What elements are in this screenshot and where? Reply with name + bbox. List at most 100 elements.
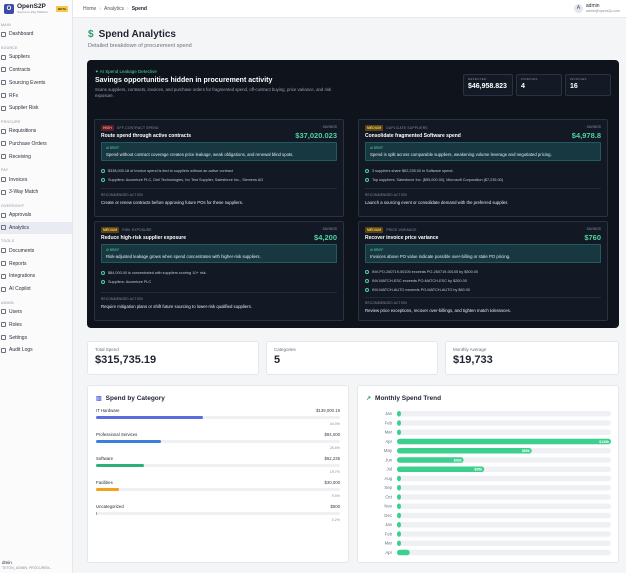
kpi-total-spend: Total Spend $315,735.19 <box>87 341 259 375</box>
sidebar-item-suppliers[interactable]: Suppliers <box>0 51 72 64</box>
brand-subtitle: Source-to-Pay Platform <box>17 10 49 15</box>
sidebar-item-requisitions[interactable]: Requisitions <box>0 125 72 138</box>
finding-bullet: INV-PO-260719-00105 exceeds PO-260719-00… <box>365 267 601 276</box>
brand[interactable]: O OpenS2P Source-to-Pay Platform BETA <box>0 0 72 18</box>
sidebar-item-analytics[interactable]: Analytics <box>0 221 72 235</box>
category-bar-fill <box>96 416 204 419</box>
check-circle-icon <box>101 177 105 182</box>
sidebar-user[interactable]: dmin TETON_ADMIN, PROCUREM... <box>0 560 73 570</box>
action-label: RECOMMENDED ACTION <box>365 193 408 197</box>
sidebar-item-documents[interactable]: Documents <box>0 244 72 257</box>
sidebar-item-label: Purchase Orders <box>9 140 47 147</box>
ai-copilot-icon <box>1 286 6 292</box>
analytics-icon <box>1 225 6 231</box>
audit-logs-icon <box>1 347 6 353</box>
finding-category: RISK EXPOSURE <box>122 228 152 232</box>
month-bar <box>397 457 464 463</box>
month-tick-label: Jul <box>387 467 393 472</box>
finding-card-duplicate-suppliers[interactable]: MEDIUM DUPLICATE SUPPLIERS Consolidate fr… <box>358 119 608 217</box>
month-bar <box>397 420 401 426</box>
sidebar-item-contracts[interactable]: Contracts <box>0 64 72 77</box>
month-tick-label: Apr <box>385 550 392 555</box>
sidebar-item-label: Requisitions <box>9 128 37 135</box>
sidebar-item-supplier-risk[interactable]: Supplier Risk <box>0 102 72 115</box>
sidebar-item-label: Analytics <box>9 224 30 231</box>
sidebar-item-invoices[interactable]: Invoices <box>0 173 72 186</box>
finding-card-risk-exposure[interactable]: MEDIUM RISK EXPOSURE Reduce high-risk sup… <box>94 221 344 321</box>
sidebar-item-label: Approvals <box>9 212 32 219</box>
stat-value: 4 <box>521 83 525 90</box>
ai-brief-label: AI BRIEF <box>106 146 120 150</box>
bar-track <box>397 503 611 509</box>
breadcrumb-home[interactable]: Home <box>83 5 97 12</box>
sidebar-item-receiving[interactable]: Receiving <box>0 150 72 163</box>
stat-label: INVOICES <box>570 77 587 81</box>
sourcing-events-icon <box>1 80 6 86</box>
panel-title: ▥ Spend by Category <box>96 395 165 402</box>
sidebar-item-approvals[interactable]: Approvals <box>0 209 72 222</box>
sidebar-item-settings[interactable]: Settings <box>0 331 72 344</box>
finding-title: Route spend through active contracts <box>101 133 192 139</box>
sidebar-item-ai-copilot[interactable]: AI Copilot <box>0 283 72 296</box>
category-percent: 0.2% <box>331 518 340 522</box>
severity-badge: MEDIUM <box>365 125 384 131</box>
sidebar-item-3-way-match[interactable]: 3-Way Match <box>0 186 72 199</box>
category-bar-fill <box>96 464 145 467</box>
user-name: admin <box>585 3 600 9</box>
category-bar-fill <box>96 440 161 443</box>
stat-findings: FINDINGS 4 <box>516 74 562 96</box>
bar-value-label: $135k <box>599 440 609 444</box>
user-email: admin@opens2p.com <box>585 9 620 13</box>
stat-value: $46,958.823 <box>468 83 507 90</box>
nav-section-label: MAIN <box>1 23 11 27</box>
category-bar-track <box>96 440 340 443</box>
detective-description: Scans suppliers, contracts, invoices, an… <box>95 87 332 99</box>
bar-track <box>397 522 611 528</box>
ai-brief-label: AI BRIEF <box>370 146 384 150</box>
sidebar-item-roles[interactable]: Roles <box>0 318 72 331</box>
bar-track <box>397 475 611 482</box>
sidebar-item-rfx[interactable]: RFx <box>0 89 72 102</box>
nav-section-label: ADMIN <box>1 300 14 305</box>
dollar-icon: $ <box>88 29 94 40</box>
month-tick-label: Oct <box>385 494 392 499</box>
ai-brief-label: AI BRIEF <box>106 248 120 252</box>
sidebar-item-dashboard[interactable]: Dashboard <box>0 28 72 41</box>
category-amount: $500 <box>330 504 340 509</box>
sidebar-item-purchase-orders[interactable]: Purchase Orders <box>0 138 72 151</box>
ai-brief-text: Risk-adjusted leakage grows when spend c… <box>106 254 261 259</box>
stat-detected: DETECTED $46,958.823 <box>463 74 513 96</box>
month-tick-label: Jan <box>385 522 393 527</box>
sidebar-item-audit-logs[interactable]: Audit Logs <box>0 344 72 357</box>
bar-track <box>397 429 611 435</box>
sidebar-item-integrations[interactable]: Integrations <box>0 270 72 283</box>
sidebar-item-sourcing-events[interactable]: Sourcing Events <box>0 76 72 89</box>
sidebar-item-reports[interactable]: Reports <box>0 257 72 270</box>
finding-card-price-variance[interactable]: MEDIUM PRICE VARIANCE Recover invoice pri… <box>358 221 608 321</box>
suppliers-icon <box>1 54 6 60</box>
kpi-categories: Categories 5 <box>266 341 438 375</box>
sidebar-item-users[interactable]: Users <box>0 306 72 319</box>
month-bar <box>397 475 401 482</box>
dashboard-icon <box>1 31 6 37</box>
sidebar-nav: MAIN Dashboard SOURCE Suppliers Contracts Sou… <box>0 23 72 357</box>
divider <box>101 188 337 189</box>
stat-invoices: INVOICES 16 <box>565 74 611 96</box>
check-circle-icon <box>365 269 369 274</box>
finding-card-off-contract[interactable]: HIGH OFF-CONTRACT SPEND Route spend throu… <box>94 119 344 217</box>
users-icon <box>1 309 6 315</box>
month-tick-label: Dec <box>384 513 392 518</box>
month-tick-label: Apr <box>385 439 392 444</box>
user-menu[interactable]: A admin admin@opens2p.com <box>573 3 620 13</box>
ai-brief: AI BRIEF Risk-adjusted leakage grows whe… <box>101 244 337 263</box>
month-bar <box>397 429 401 435</box>
breadcrumb-analytics[interactable]: Analytics <box>104 5 125 12</box>
month-tick-label: Mar <box>385 541 393 546</box>
reports-icon <box>1 261 6 267</box>
category-row: IT Hardware $139,000.19 44.0% <box>96 408 340 430</box>
detective-tag: ✦ AI Spend Leakage Detective <box>95 69 157 74</box>
sidebar-item-label: Settings <box>9 334 28 341</box>
finding-bullet: Suppliers: Accenture PLC, Dell Technolog… <box>101 175 337 184</box>
panel-title: ↗ Monthly Spend Trend <box>366 395 441 402</box>
finding-category: PRICE VARIANCE <box>386 228 417 232</box>
